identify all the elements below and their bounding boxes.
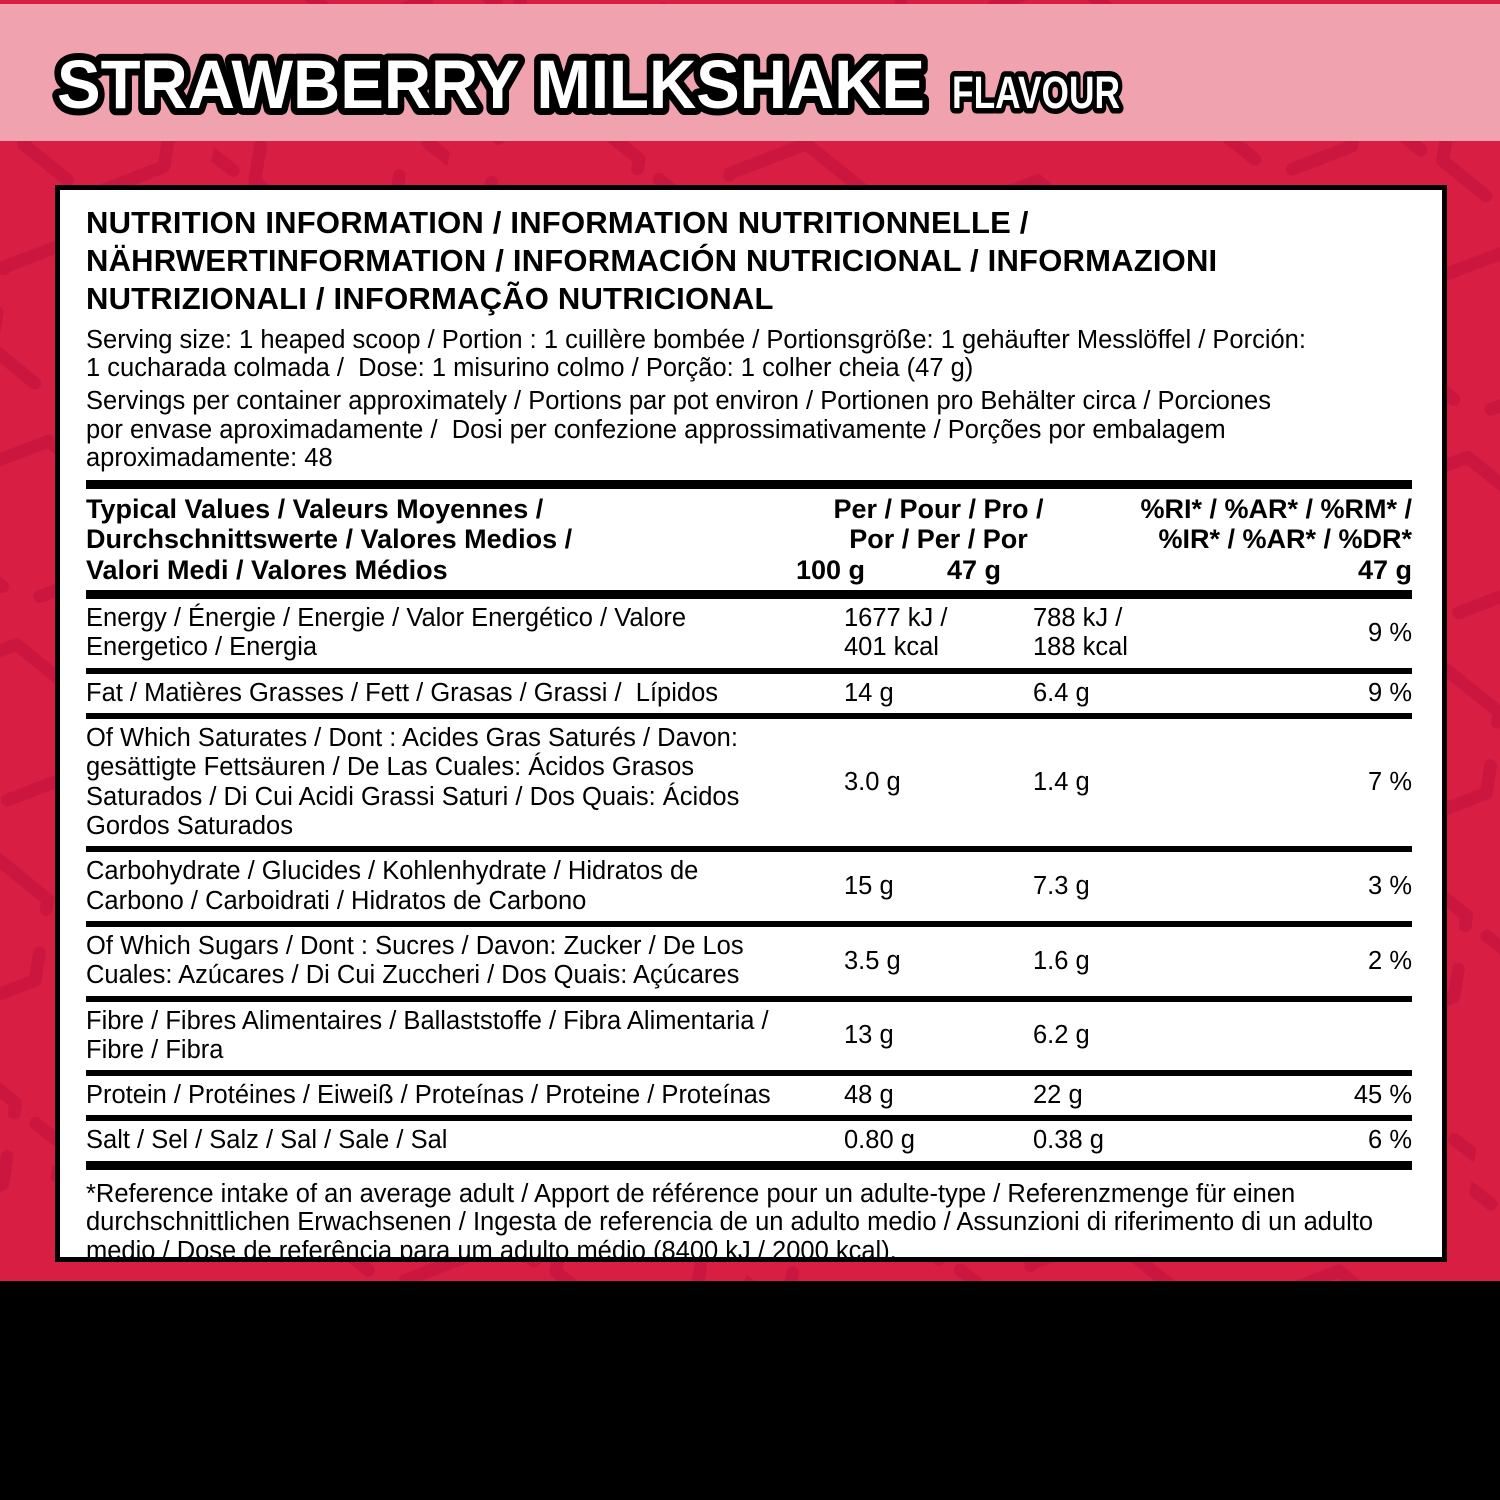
- row-value-per-serving: 6.4 g: [1033, 678, 1090, 707]
- row-label: Of Which Sugars / Dont : Sucres / Davon:…: [86, 931, 744, 990]
- table-header-typical-values: Typical Values / Valeurs Moyennes / Durc…: [86, 493, 573, 585]
- row-label: Fibre / Fibres Alimentaires / Ballaststo…: [86, 1006, 769, 1064]
- flavour-title: STRAWBERRY MILKSHAKE FLAVOUR: [50, 39, 1126, 130]
- row-value-ri-percent: 2 %: [1368, 946, 1412, 975]
- servings-per-container-text: Servings per container approximately / P…: [86, 387, 1271, 472]
- row-label: Salt / Sel / Salz / Sal / Sale / Sal: [86, 1126, 448, 1155]
- flavour-banner: STRAWBERRY MILKSHAKE FLAVOUR: [0, 4, 1500, 141]
- row-label: Energy / Énergie / Energie / Valor Energ…: [86, 604, 687, 662]
- table-header-per-columns: Per / Pour / Pro / Por / Per / Por 100 g…: [796, 494, 1081, 586]
- nutrition-heading: NUTRITION INFORMATION / INFORMATION NUTR…: [86, 205, 1218, 317]
- nutrition-row-energy: Energy / Énergie / Energie / Valor Energ…: [86, 599, 1412, 674]
- table-header-per-line2: Por / Per / Por: [849, 524, 1028, 555]
- serving-size-text: Serving size: 1 heaped scoop / Portion :…: [86, 326, 1306, 383]
- nutrition-row-protein: Protein / Protéines / Eiweiß / Proteínas…: [86, 1076, 1412, 1122]
- nutrition-row-saturates: Of Which Saturates / Dont : Acides Gras …: [86, 719, 1412, 853]
- row-value-per-serving: 1.4 g: [1033, 768, 1090, 797]
- row-label: Protein / Protéines / Eiweiß / Proteínas…: [86, 1081, 771, 1110]
- nutrition-row-salt: Salt / Sel / Salz / Sal / Sale / Sal 0.8…: [86, 1121, 1412, 1170]
- row-value-per-100g: 14 g: [844, 678, 894, 707]
- table-header-col-47g: 47 g: [946, 554, 1001, 585]
- row-value-per-serving: 1.6 g: [1033, 946, 1090, 975]
- row-value-per-100g: 0.80 g: [844, 1126, 915, 1155]
- table-header-ri-line1: %RI* / %AR* / %RM* /: [1140, 493, 1412, 524]
- row-value-ri-percent: 7 %: [1368, 768, 1412, 797]
- row-value-per-100g: 3.5 g: [844, 946, 901, 975]
- row-value-per-serving: 7.3 g: [1033, 871, 1090, 900]
- row-value-per-100g: 15 g: [844, 871, 894, 900]
- nutrition-panel: NUTRITION INFORMATION / INFORMATION NUTR…: [55, 185, 1447, 1262]
- row-value-ri-percent: 3 %: [1368, 871, 1412, 900]
- row-label: Of Which Saturates / Dont : Acides Gras …: [86, 724, 740, 840]
- row-value-per-serving: 22 g: [1033, 1081, 1083, 1110]
- nutrition-row-carbohydrate: Carbohydrate / Glucides / Kohlenhydrate …: [86, 852, 1412, 927]
- table-header-ri-col-47g: 47 g: [1357, 554, 1412, 585]
- row-label: Fat / Matières Grasses / Fett / Grasas /…: [86, 678, 719, 707]
- nutrition-row-sugars: Of Which Sugars / Dont : Sucres / Davon:…: [86, 927, 1412, 1002]
- nutrition-table: Typical Values / Valeurs Moyennes / Durc…: [86, 479, 1412, 1170]
- table-header-row: Typical Values / Valeurs Moyennes / Durc…: [86, 489, 1412, 600]
- row-value-ri-percent: 9 %: [1368, 678, 1412, 707]
- row-value-ri-percent: 9 %: [1368, 618, 1412, 647]
- table-header-ri-line2: %IR* / %AR* / %DR*: [1158, 524, 1412, 555]
- reference-intake-footnote: *Reference intake of an average adult / …: [86, 1179, 1374, 1262]
- row-value-per-100g: 3.0 g: [844, 768, 901, 797]
- nutrition-row-fat: Fat / Matières Grasses / Fett / Grasas /…: [86, 674, 1412, 720]
- row-value-per-serving: 0.38 g: [1033, 1126, 1104, 1155]
- table-header-ri-column: %RI* / %AR* / %RM* / %IR* / %AR* / %DR* …: [1081, 494, 1412, 586]
- row-label: Carbohydrate / Glucides / Kohlenhydrate …: [86, 857, 699, 915]
- row-value-per-100g: 1677 kJ / 401 kcal: [844, 604, 948, 662]
- row-value-ri-percent: 6 %: [1368, 1126, 1412, 1155]
- row-value-ri-percent: 45 %: [1353, 1081, 1412, 1110]
- row-value-per-100g: 48 g: [844, 1081, 894, 1110]
- nutrition-row-fibre: Fibre / Fibres Alimentaires / Ballaststo…: [86, 1002, 1412, 1077]
- table-header-per-line1: Per / Pour / Pro /: [833, 493, 1044, 524]
- flavour-title-suffix: FLAVOUR: [952, 67, 1120, 118]
- row-value-per-serving: 6.2 g: [1033, 1021, 1090, 1050]
- row-value-per-serving: 788 kJ / 188 kcal: [1033, 604, 1128, 662]
- row-value-per-100g: 13 g: [844, 1021, 894, 1050]
- flavour-title-main: STRAWBERRY MILKSHAKE: [57, 46, 925, 123]
- table-header-col-100g: 100 g: [796, 554, 866, 585]
- bottom-black-area: [0, 1281, 1500, 1500]
